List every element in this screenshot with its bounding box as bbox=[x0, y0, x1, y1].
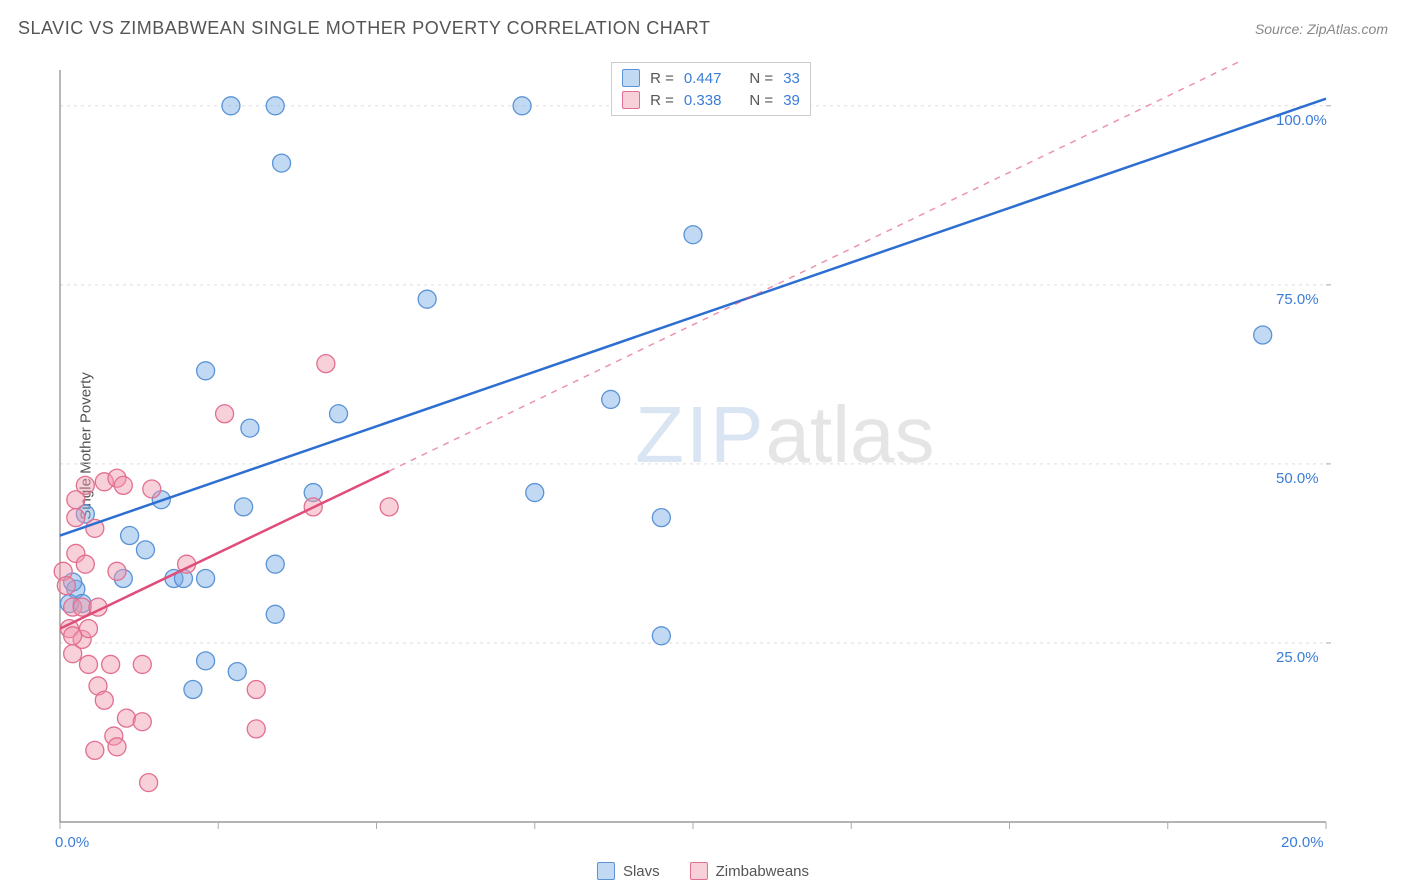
scatter-point bbox=[222, 97, 240, 115]
scatter-point bbox=[140, 774, 158, 792]
scatter-point bbox=[652, 509, 670, 527]
scatter-point bbox=[228, 663, 246, 681]
x-tick-label: 20.0% bbox=[1281, 834, 1324, 851]
stats-n-label: N = bbox=[749, 92, 773, 109]
stats-r-label: R = bbox=[650, 92, 674, 109]
source-label: Source: ZipAtlas.com bbox=[1255, 21, 1388, 37]
scatter-point bbox=[133, 713, 151, 731]
legend-swatch bbox=[690, 862, 708, 880]
scatter-point bbox=[197, 569, 215, 587]
trend-line bbox=[60, 471, 389, 629]
stats-legend: R = 0.447 N = 33 R = 0.338 N = 39 bbox=[611, 62, 811, 116]
scatter-point bbox=[102, 655, 120, 673]
y-tick-label: 75.0% bbox=[1276, 291, 1319, 308]
y-tick-label: 100.0% bbox=[1276, 112, 1327, 129]
y-tick-label: 50.0% bbox=[1276, 470, 1319, 487]
scatter-point bbox=[317, 355, 335, 373]
scatter-point bbox=[86, 741, 104, 759]
legend-swatch bbox=[622, 69, 640, 87]
scatter-point bbox=[330, 405, 348, 423]
legend-swatch bbox=[622, 91, 640, 109]
scatter-point bbox=[247, 720, 265, 738]
stats-r-label: R = bbox=[650, 70, 674, 87]
legend-label: Slavs bbox=[623, 863, 660, 880]
y-tick-label: 25.0% bbox=[1276, 649, 1319, 666]
stats-r-value: 0.447 bbox=[684, 70, 722, 87]
scatter-point bbox=[247, 681, 265, 699]
scatter-point bbox=[76, 476, 94, 494]
scatter-point bbox=[64, 627, 82, 645]
stats-n-value: 39 bbox=[783, 92, 800, 109]
scatter-point bbox=[114, 476, 132, 494]
scatter-plot bbox=[50, 60, 1386, 842]
chart-container: ZIPatlas R =0.447N =33R =0.338N =39 bbox=[50, 60, 1386, 842]
trend-line-dashed bbox=[389, 60, 1326, 471]
scatter-point bbox=[241, 419, 259, 437]
scatter-point bbox=[79, 655, 97, 673]
stats-legend-row: R = 0.447 N = 33 bbox=[622, 67, 800, 89]
stats-r-value: 0.338 bbox=[684, 92, 722, 109]
scatter-point bbox=[1254, 326, 1272, 344]
legend-label: Zimbabweans bbox=[716, 863, 809, 880]
scatter-point bbox=[380, 498, 398, 516]
legend-item: Slavs bbox=[597, 862, 660, 880]
scatter-point bbox=[602, 390, 620, 408]
scatter-point bbox=[266, 97, 284, 115]
legend-item: Zimbabweans bbox=[690, 862, 809, 880]
scatter-point bbox=[95, 691, 113, 709]
scatter-point bbox=[235, 498, 253, 516]
scatter-point bbox=[273, 154, 291, 172]
scatter-point bbox=[418, 290, 436, 308]
scatter-point bbox=[197, 362, 215, 380]
scatter-point bbox=[526, 484, 544, 502]
stats-n-label: N = bbox=[749, 70, 773, 87]
scatter-point bbox=[184, 681, 202, 699]
scatter-point bbox=[64, 645, 82, 663]
scatter-point bbox=[67, 509, 85, 527]
chart-title: SLAVIC VS ZIMBABWEAN SINGLE MOTHER POVER… bbox=[18, 18, 710, 39]
scatter-point bbox=[76, 555, 94, 573]
scatter-point bbox=[57, 577, 75, 595]
scatter-point bbox=[117, 709, 135, 727]
scatter-point bbox=[108, 562, 126, 580]
scatter-point bbox=[108, 738, 126, 756]
scatter-point bbox=[197, 652, 215, 670]
scatter-point bbox=[513, 97, 531, 115]
stats-legend-row: R = 0.338 N = 39 bbox=[622, 89, 800, 111]
x-tick-label: 0.0% bbox=[55, 834, 89, 851]
scatter-point bbox=[143, 480, 161, 498]
legend-swatch bbox=[597, 862, 615, 880]
scatter-point bbox=[216, 405, 234, 423]
chart-header: SLAVIC VS ZIMBABWEAN SINGLE MOTHER POVER… bbox=[18, 18, 1388, 39]
scatter-point bbox=[684, 226, 702, 244]
scatter-point bbox=[121, 527, 139, 545]
scatter-point bbox=[266, 555, 284, 573]
scatter-point bbox=[652, 627, 670, 645]
trend-line bbox=[60, 99, 1326, 536]
scatter-point bbox=[133, 655, 151, 673]
scatter-point bbox=[136, 541, 154, 559]
scatter-point bbox=[266, 605, 284, 623]
stats-n-value: 33 bbox=[783, 70, 800, 87]
bottom-legend: Slavs Zimbabweans bbox=[597, 862, 809, 880]
